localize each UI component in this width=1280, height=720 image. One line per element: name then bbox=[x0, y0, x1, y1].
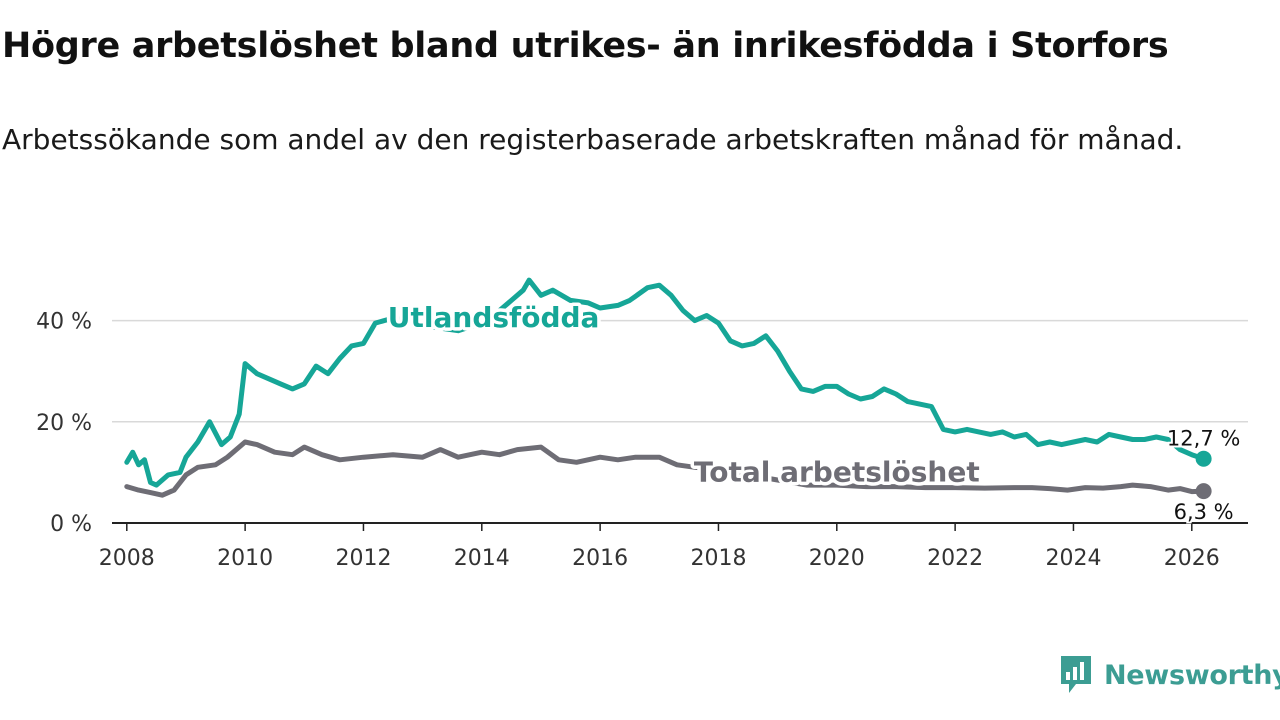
x-tick-label: 2024 bbox=[1045, 546, 1101, 571]
x-axis-ticks: 2008 2010 2012 2014 2016 2018 2020 2022 2024 2026 bbox=[99, 523, 1220, 571]
series-lines bbox=[124, 277, 1212, 500]
y-axis-ticks: 0 % 20 % 40 % bbox=[36, 310, 92, 537]
series-end-point bbox=[1195, 450, 1212, 467]
x-tick-label: 2008 bbox=[99, 546, 155, 571]
series-labels: 6,3 % 12,7 % Utlandsfödda Total arbetslöshe… bbox=[384, 298, 1242, 527]
chart-title: Högre arbetslöshet bland utrikes- än inr… bbox=[2, 26, 1169, 66]
x-tick-label: 2010 bbox=[217, 546, 273, 571]
bar-chart-icon bbox=[1061, 656, 1091, 693]
x-tick-label: 2022 bbox=[927, 546, 983, 571]
series-end-point bbox=[1195, 483, 1212, 500]
series-annotation: Total arbetslöshet bbox=[694, 455, 980, 488]
x-tick-label: 2020 bbox=[809, 546, 865, 571]
series-end-label: 12,7 % bbox=[1167, 427, 1240, 451]
series-line-utlandsfodda bbox=[124, 277, 1207, 488]
y-tick-label: 40 % bbox=[36, 310, 92, 335]
newsworthy-logo: Newsworthy bbox=[1058, 654, 1280, 696]
logo-text: Newsworthy bbox=[1104, 659, 1280, 691]
x-tick-label: 2014 bbox=[454, 546, 510, 571]
series-end-label: 6,3 % bbox=[1174, 500, 1234, 524]
x-tick-label: 2018 bbox=[690, 546, 746, 571]
x-tick-label: 2016 bbox=[572, 546, 628, 571]
y-tick-label: 0 % bbox=[50, 512, 92, 537]
series-line-total bbox=[124, 439, 1207, 498]
x-tick-label: 2026 bbox=[1164, 546, 1220, 571]
gridlines bbox=[112, 319, 1248, 423]
y-tick-label: 20 % bbox=[36, 411, 92, 436]
line-chart: 0 % 20 % 40 % 2008 2010 2012 2014 2016 2018 2020… bbox=[36, 277, 1248, 571]
chart-subtitle: Arbetssökande som andel av den registerb… bbox=[2, 123, 1184, 156]
x-tick-label: 2012 bbox=[335, 546, 391, 571]
series-annotation: Utlandsfödda bbox=[388, 301, 600, 334]
